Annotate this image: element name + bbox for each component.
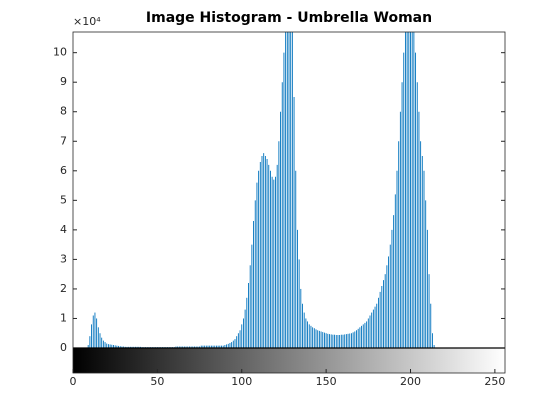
colorbar [73,348,505,373]
x-tick-label: 200 [400,375,421,388]
x-tick-label: 50 [150,375,164,388]
y-tick-label: 4 [60,223,67,236]
x-tick-label: 0 [70,375,77,388]
axes-box [72,31,506,374]
x-tick-label: 100 [231,375,252,388]
y-tick-label: 2 [60,282,67,295]
y-tick-label: 8 [60,105,67,118]
y-tick-label: 6 [60,164,67,177]
chart-title: Image Histogram - Umbrella Woman [146,10,432,26]
x-tick-label: 250 [484,375,505,388]
plot-area [87,32,435,348]
y-tick-label: 5 [60,193,67,206]
y-tick-label: 9 [60,75,67,88]
y-axis-exponent: ×10⁴ [73,15,101,28]
y-tick-label: 0 [60,341,67,354]
y-tick-label: 10 [53,46,67,59]
y-tick-label: 3 [60,252,67,265]
x-tick-label: 150 [316,375,337,388]
y-tick-label: 1 [60,311,67,324]
y-tick-label: 7 [60,134,67,147]
